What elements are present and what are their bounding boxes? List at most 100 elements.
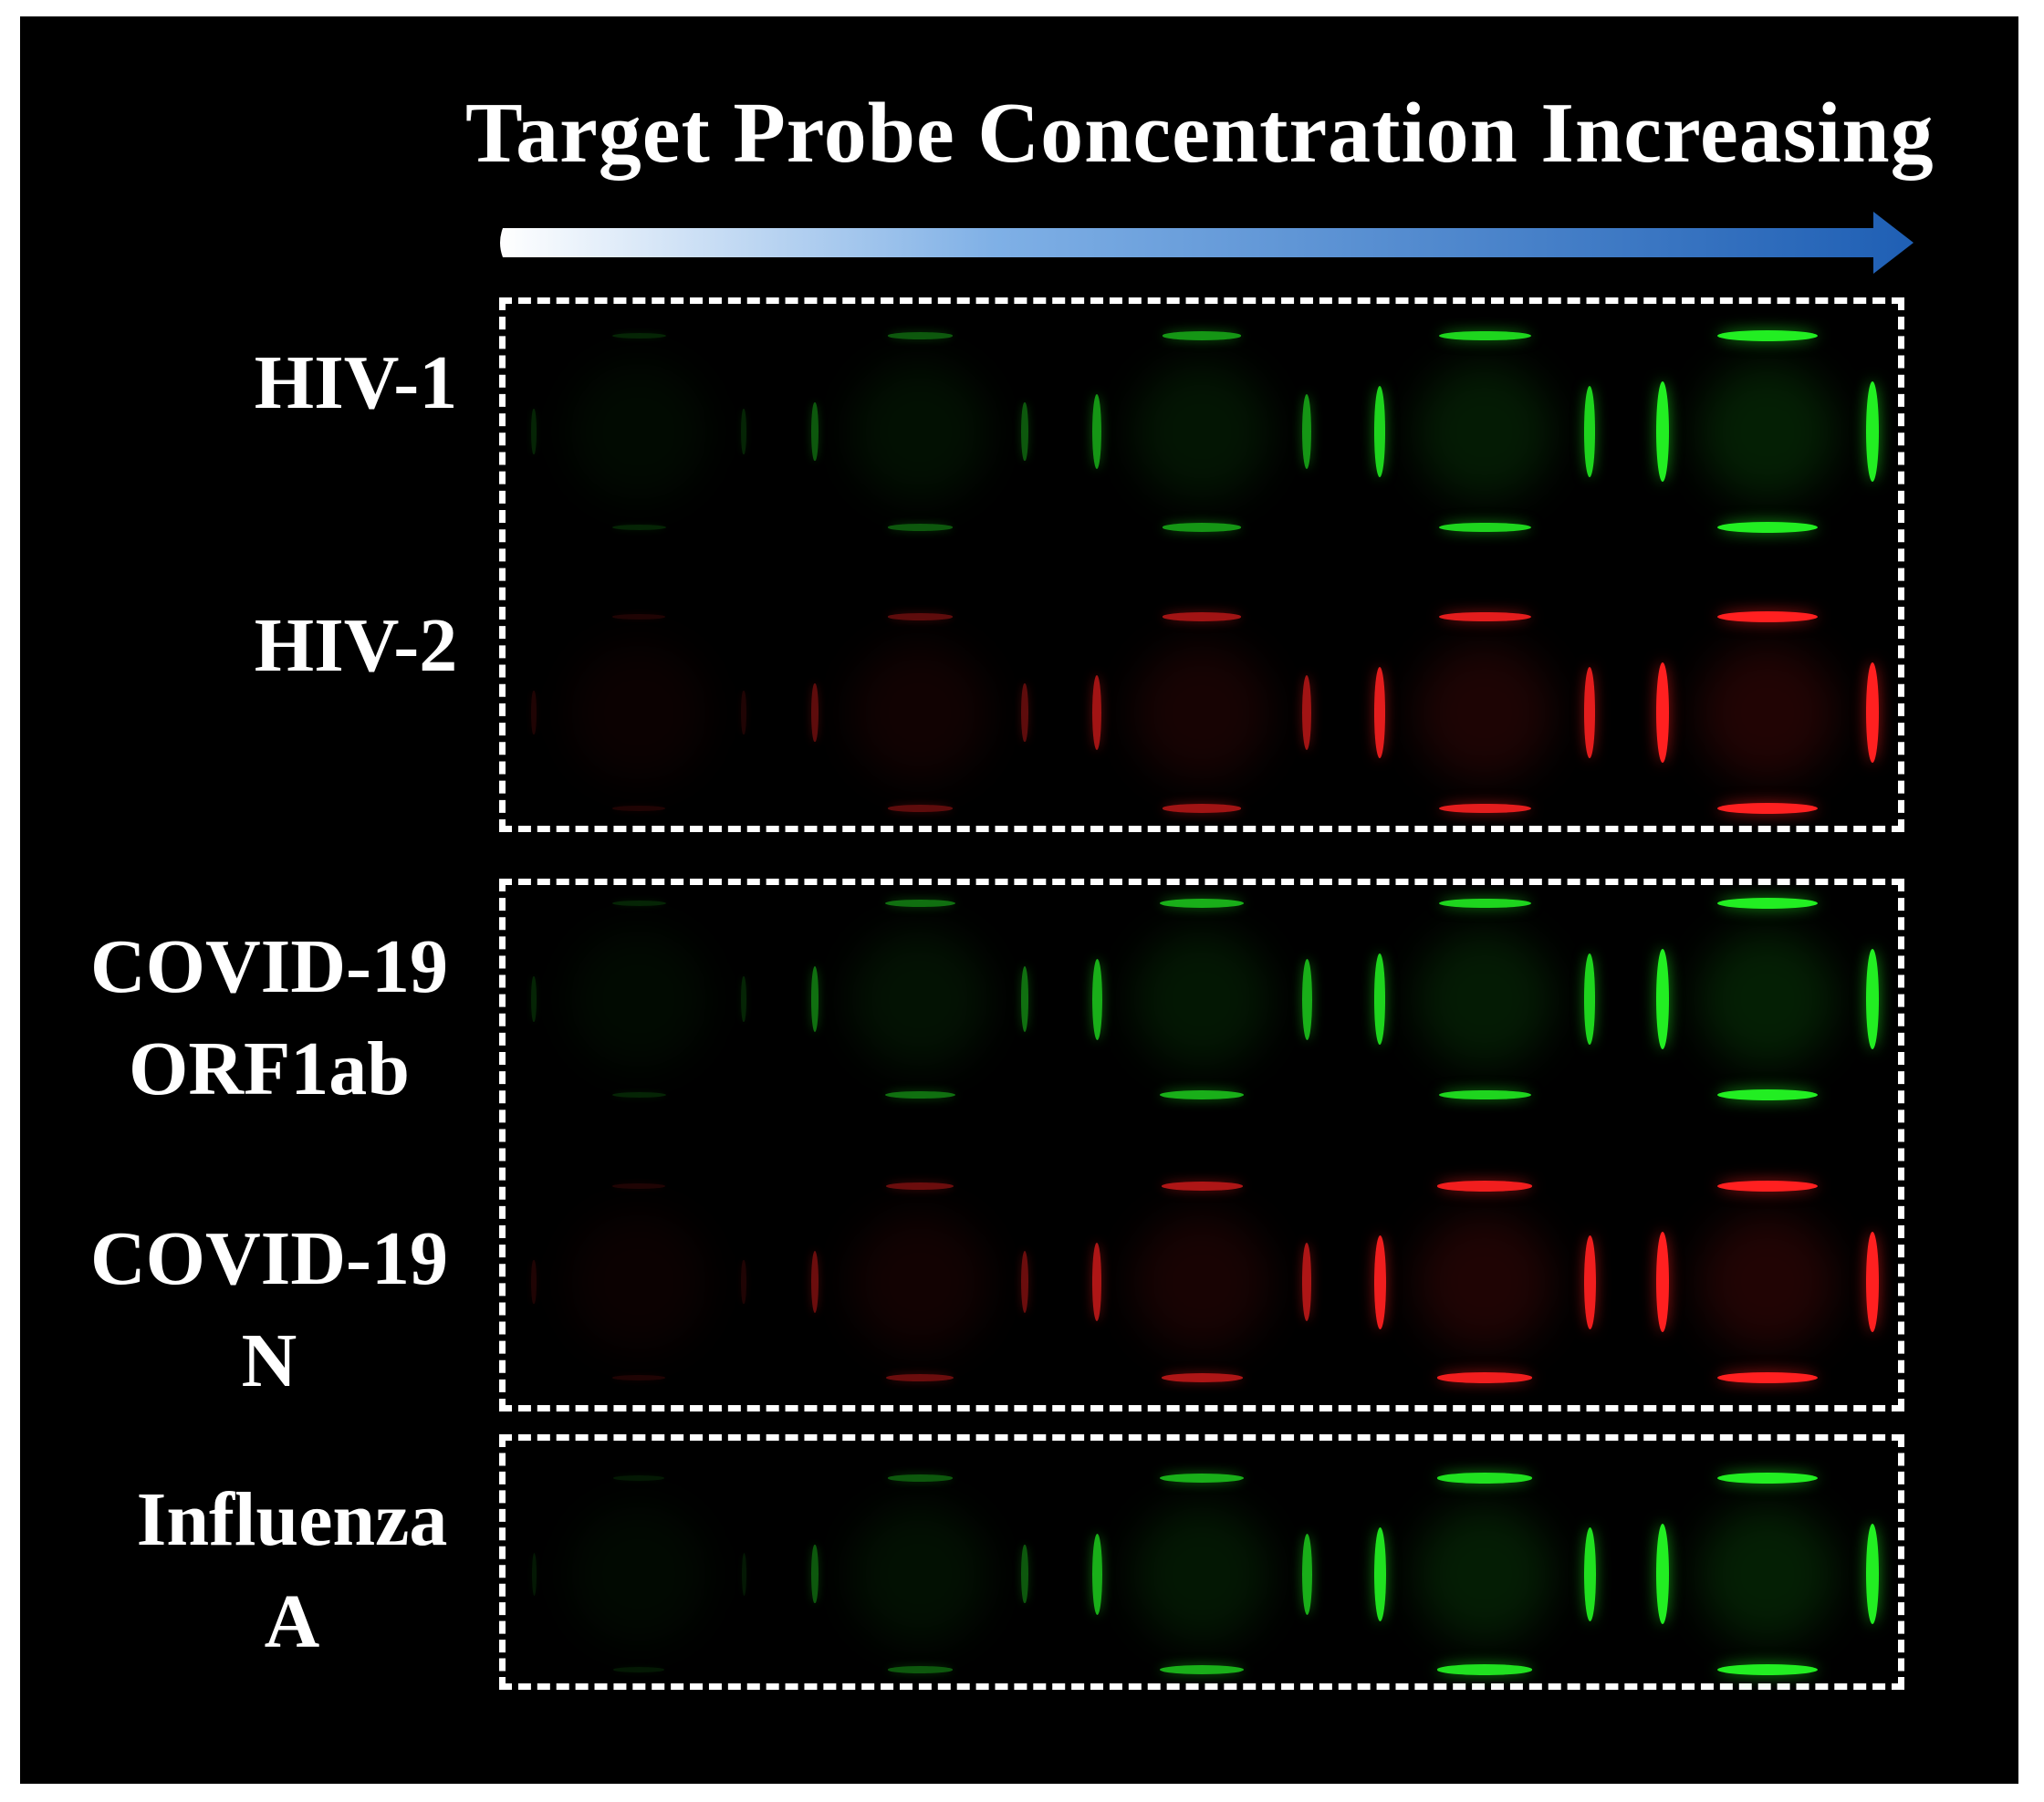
top-mark	[1717, 1473, 1818, 1484]
right-mark	[1583, 386, 1596, 477]
right-mark	[1021, 401, 1028, 462]
left-mark	[1092, 675, 1101, 750]
covid-group-frame	[499, 879, 1904, 1411]
diffuse-glow	[1416, 363, 1553, 500]
bottom-mark	[887, 524, 953, 531]
diffuse-glow	[570, 1213, 707, 1350]
left-mark	[811, 682, 819, 743]
row-label-line: N	[241, 1318, 297, 1403]
diffuse-glow	[1133, 644, 1270, 781]
bottom-mark	[1438, 522, 1531, 533]
top-mark	[612, 614, 665, 620]
top-mark	[1717, 330, 1818, 341]
figure-title: Target Probe Concentration Increasing	[465, 86, 1934, 181]
fluorescence-cell	[1373, 898, 1596, 1100]
left-mark	[810, 966, 819, 1032]
bottom-mark	[1717, 1372, 1818, 1383]
bottom-mark	[611, 524, 666, 531]
concentration-arrow	[500, 212, 1914, 274]
diffuse-glow	[1133, 363, 1270, 500]
bottom-mark	[884, 1090, 955, 1099]
row-label-line: COVID-19	[90, 924, 448, 1009]
bottom-mark	[1438, 803, 1531, 814]
top-mark	[1161, 1182, 1243, 1191]
left-mark	[1656, 381, 1669, 482]
diffuse-glow	[1699, 1505, 1836, 1642]
left-mark	[811, 1251, 819, 1313]
row-label-line: HIV-2	[254, 603, 458, 688]
top-mark	[611, 332, 666, 339]
row-label-line: Influenza	[136, 1477, 448, 1562]
left-mark	[531, 975, 537, 1023]
diffuse-glow	[1416, 931, 1553, 1068]
top-mark	[887, 613, 953, 620]
bottom-mark	[1163, 804, 1241, 813]
diffuse-glow	[851, 1213, 988, 1350]
row-label-line: COVID-19	[90, 1216, 448, 1301]
right-mark	[1583, 1526, 1596, 1621]
bottom-mark	[887, 805, 953, 812]
left-mark	[811, 1544, 819, 1604]
left-mark	[531, 1259, 537, 1305]
left-mark	[1091, 1243, 1102, 1321]
right-mark	[1866, 1524, 1879, 1624]
diffuse-glow	[1133, 1213, 1270, 1350]
right-mark	[1866, 381, 1879, 482]
top-mark	[887, 332, 953, 339]
diffuse-glow	[570, 931, 707, 1068]
bottom-mark	[1160, 1090, 1244, 1099]
top-mark	[1163, 331, 1241, 340]
bottom-mark	[612, 806, 665, 811]
right-mark	[1301, 1243, 1312, 1321]
influenza-group-frame	[499, 1434, 1904, 1690]
fluorescence-cell	[810, 899, 1029, 1099]
row-label-hiv-1: HIV-1	[219, 332, 493, 434]
fluorescence-cell	[1373, 611, 1596, 814]
left-mark	[1656, 949, 1669, 1049]
fluorescence-cell	[531, 614, 746, 811]
left-mark	[1091, 1533, 1102, 1615]
left-mark	[531, 408, 537, 455]
row-label-line: A	[264, 1579, 320, 1664]
bottom-mark	[1437, 1372, 1532, 1383]
right-mark	[741, 690, 746, 735]
bottom-mark	[1160, 1665, 1244, 1674]
row-label-covid-orf1ab: COVID-19 ORF1ab	[55, 916, 484, 1120]
fluorescence-cell	[811, 1474, 1028, 1673]
fluorescence-cell	[1092, 612, 1311, 813]
diffuse-glow	[570, 1505, 707, 1642]
top-mark	[1160, 1474, 1244, 1483]
fluorescence-cell	[531, 1475, 746, 1672]
right-mark	[1583, 667, 1596, 758]
bottom-mark	[886, 1374, 954, 1381]
bottom-mark	[611, 1091, 666, 1099]
top-mark	[1438, 330, 1531, 341]
right-mark	[741, 1259, 746, 1305]
right-mark	[1021, 1251, 1028, 1313]
top-mark	[1717, 1181, 1818, 1192]
right-mark	[741, 975, 746, 1023]
diffuse-glow	[851, 1505, 988, 1642]
row-label-hiv-2: HIV-2	[219, 595, 493, 697]
diffuse-glow	[851, 363, 988, 500]
bottom-mark	[1437, 1664, 1532, 1675]
right-mark	[1020, 966, 1029, 1032]
fluorescence-cell	[1091, 899, 1312, 1099]
bottom-mark	[1717, 1089, 1818, 1100]
right-mark	[741, 408, 746, 455]
left-mark	[1092, 394, 1101, 469]
figure-panel	[20, 16, 2018, 1784]
diffuse-glow	[1699, 931, 1836, 1068]
left-mark	[1373, 953, 1386, 1045]
fluorescence-cell	[1373, 1473, 1596, 1675]
right-mark	[1583, 953, 1596, 1045]
right-mark	[1021, 1544, 1028, 1604]
row-label-influenza-a: Influenza A	[100, 1469, 484, 1673]
diffuse-glow	[1699, 363, 1836, 500]
fluorescence-cell	[1091, 1474, 1312, 1674]
right-mark	[1302, 675, 1311, 750]
top-mark	[1160, 899, 1244, 908]
diffuse-glow	[1416, 1213, 1553, 1350]
fluorescence-cell	[1373, 1181, 1596, 1383]
